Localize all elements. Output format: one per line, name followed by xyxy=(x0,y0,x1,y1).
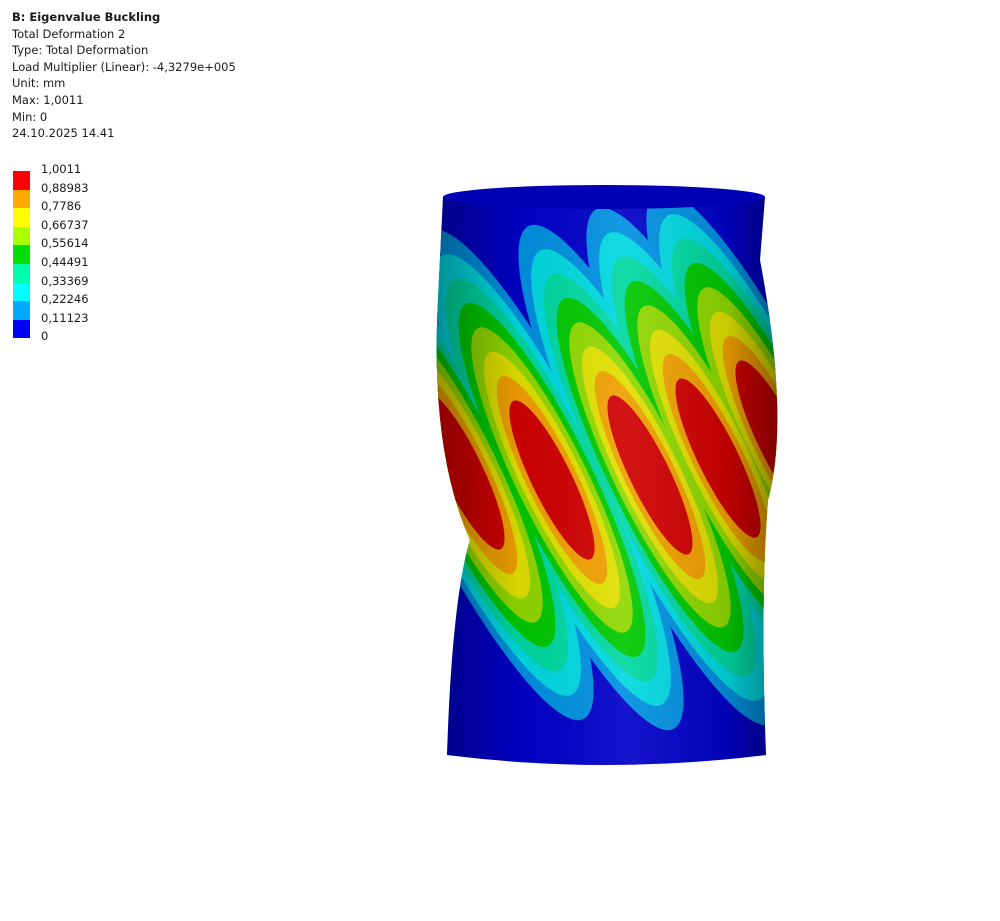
legend-label: 0,33369 xyxy=(41,273,89,288)
cylinder-body xyxy=(436,190,778,765)
min-value: Min: 0 xyxy=(12,109,48,124)
legend-label: 1,0011 xyxy=(41,162,82,176)
surface-shading xyxy=(436,190,778,765)
legend-label: 0 xyxy=(41,329,49,344)
legend-swatch xyxy=(13,282,30,302)
legend-swatch xyxy=(13,263,30,283)
legend-label: 0,44491 xyxy=(41,254,89,269)
legend-swatch xyxy=(13,171,30,190)
legend-swatch xyxy=(13,208,30,227)
legend-swatch xyxy=(13,189,30,209)
legend-label: 0,88983 xyxy=(41,180,89,195)
cylinder-top-rim xyxy=(443,185,765,209)
result-name: Total Deformation 2 xyxy=(12,26,126,41)
legend-label: 0,11123 xyxy=(41,310,89,325)
timestamp: 24.10.2025 14.41 xyxy=(12,126,115,141)
legend-label: 0,7786 xyxy=(41,199,82,214)
load-multiplier: Load Multiplier (Linear): -4,3279e+005 xyxy=(12,59,236,74)
result-type: Type: Total Deformation xyxy=(12,43,149,58)
legend-swatch xyxy=(13,319,30,339)
legend-swatch xyxy=(13,226,30,246)
legend-swatch xyxy=(13,301,30,320)
legend-label: 0,66737 xyxy=(41,217,89,232)
legend-swatch xyxy=(13,245,30,264)
legend-label: 0,55614 xyxy=(41,236,89,251)
unit: Unit: mm xyxy=(12,76,66,91)
analysis-title: B: Eigenvalue Buckling xyxy=(12,10,161,24)
result-info: B: Eigenvalue Buckling Total Deformation… xyxy=(12,9,236,142)
max-value: Max: 1,0011 xyxy=(12,92,84,107)
legend-label: 0,22246 xyxy=(41,292,89,307)
